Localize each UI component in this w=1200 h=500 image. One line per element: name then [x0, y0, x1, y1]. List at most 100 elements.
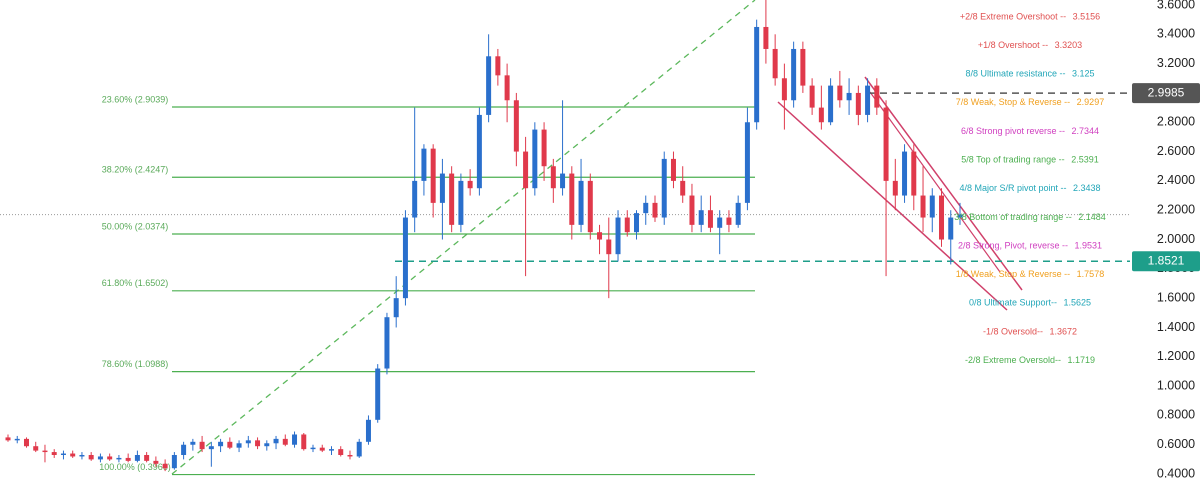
- candle-body: [236, 443, 242, 448]
- candle-body: [421, 148, 427, 181]
- candle-body: [661, 158, 667, 218]
- murrey-level-label: 7/8 Weak, Stop & Reverse -- 2.9297: [956, 98, 1104, 108]
- candle-body: [541, 129, 547, 167]
- candle-body: [33, 446, 39, 451]
- candle-body: [939, 195, 945, 240]
- candle-body: [911, 151, 917, 196]
- y-tick-label: 3.4000: [1157, 27, 1195, 41]
- murrey-level-name: 0/8 Ultimate Support--: [969, 298, 1060, 308]
- candle-body: [356, 441, 362, 457]
- murrey-level-value: 3.125: [1072, 69, 1095, 79]
- candle-body: [134, 454, 140, 461]
- candle-body: [486, 56, 492, 115]
- candle-body: [587, 180, 593, 233]
- murrey-level-value: 1.5625: [1064, 298, 1092, 308]
- murrey-level-value: 2.9297: [1077, 98, 1105, 108]
- candle-body: [181, 444, 187, 455]
- candle-body: [818, 107, 824, 123]
- candle-body: [365, 419, 371, 442]
- candle-body: [476, 114, 482, 189]
- candle-body: [624, 217, 630, 233]
- candle-body: [874, 85, 880, 108]
- candle-body: [51, 452, 57, 455]
- murrey-level-label: -1/8 Oversold-- 1.3672: [983, 327, 1077, 337]
- candle-body: [273, 438, 279, 444]
- candle-body: [957, 214, 963, 218]
- murrey-level-name: 3/8 Bottom of trading range --: [954, 212, 1074, 222]
- candle-body: [144, 454, 150, 461]
- murrey-level-label: 1/8 Weak, Stop & Reverse -- 1.7578: [956, 269, 1104, 279]
- y-tick-label: 2.8000: [1157, 115, 1195, 129]
- candle-body: [116, 457, 122, 460]
- murrey-level-value: 2.5391: [1071, 155, 1099, 165]
- candle-body: [79, 454, 85, 457]
- candle-body: [855, 92, 861, 115]
- candle-body: [430, 148, 436, 203]
- candle-body: [107, 456, 113, 460]
- murrey-level-value: 3.3203: [1055, 40, 1083, 50]
- candle-body: [190, 441, 196, 445]
- candle-body: [292, 434, 298, 445]
- murrey-level-name: 2/8 Strong, Pivot, reverse --: [958, 241, 1071, 251]
- candle-body: [264, 443, 270, 447]
- candle-body: [245, 440, 251, 444]
- murrey-level-label: +2/8 Extreme Overshoot -- 3.5156: [960, 12, 1100, 22]
- y-tick-label: 1.6000: [1157, 290, 1195, 304]
- candle-body: [328, 449, 334, 451]
- candle-body: [171, 454, 177, 469]
- candle-body: [218, 441, 224, 447]
- candle-body: [88, 454, 94, 460]
- candle-body: [42, 450, 48, 453]
- murrey-level-name: +1/8 Overshoot --: [978, 40, 1051, 50]
- candle-body: [828, 85, 834, 123]
- candle-body: [467, 180, 473, 189]
- murrey-level-name: 4/8 Major S/R pivot point --: [959, 183, 1069, 193]
- candle-body: [60, 453, 66, 455]
- candle-body: [523, 151, 529, 189]
- y-tick-label: 3.6000: [1157, 0, 1195, 11]
- y-tick-label: 0.4000: [1157, 466, 1195, 480]
- fib-level-label: 50.00% (2.0374): [102, 221, 169, 231]
- candle-body: [578, 180, 584, 225]
- fib-level-label: 61.80% (1.6502): [102, 278, 169, 288]
- y-tick-label: 2.2000: [1157, 202, 1195, 216]
- candle-body: [449, 173, 455, 225]
- candle-body: [560, 173, 566, 189]
- murrey-level-label: 2/8 Strong, Pivot, reverse -- 1.9531: [958, 241, 1102, 251]
- y-tick-label: 1.4000: [1157, 320, 1195, 334]
- murrey-level-name: 8/8 Ultimate resistance --: [965, 69, 1068, 79]
- candle-body: [883, 107, 889, 181]
- murrey-level-value: 1.1719: [1068, 355, 1096, 365]
- murrey-level-name: 7/8 Weak, Stop & Reverse --: [956, 98, 1073, 108]
- murrey-level-value: 2.7344: [1072, 126, 1100, 136]
- fib-level-label: 23.60% (2.9039): [102, 94, 169, 104]
- candle-body: [717, 217, 723, 228]
- candle-body: [892, 180, 898, 196]
- candle-body: [208, 446, 214, 450]
- price-label-box: [1132, 251, 1200, 272]
- channel-line: [864, 76, 1023, 291]
- candle-body: [70, 453, 76, 457]
- candle-body: [97, 456, 103, 460]
- y-tick-label: 0.6000: [1157, 437, 1195, 451]
- candle-body: [375, 368, 381, 420]
- candle-body: [532, 129, 538, 189]
- candle-body: [698, 210, 704, 225]
- candle-body: [902, 151, 908, 196]
- murrey-level-name: 6/8 Strong pivot reverse --: [961, 126, 1068, 136]
- candle-body: [781, 78, 787, 101]
- candle-body: [301, 434, 307, 450]
- murrey-level-name: -2/8 Extreme Oversold--: [965, 355, 1064, 365]
- candle-body: [255, 440, 261, 447]
- candle-body: [606, 239, 612, 255]
- y-tick-label: 2.6000: [1157, 144, 1195, 158]
- candle-body: [597, 232, 603, 240]
- murrey-level-label: 6/8 Strong pivot reverse -- 2.7344: [961, 126, 1099, 136]
- murrey-level-value: 1.3672: [1050, 327, 1078, 337]
- candle-body: [347, 454, 353, 457]
- y-tick-label: 1.2000: [1157, 349, 1195, 363]
- candle-body: [726, 217, 732, 225]
- channel-line: [777, 101, 1008, 311]
- candle-body: [929, 195, 935, 218]
